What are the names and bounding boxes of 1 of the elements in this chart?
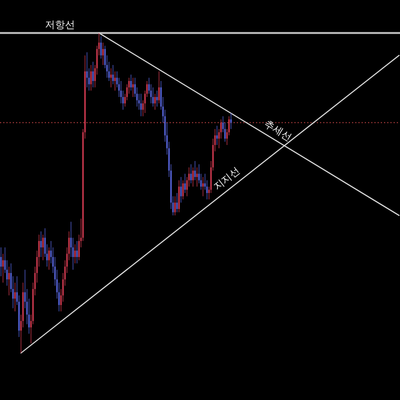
ref-line-label: 저항선 xyxy=(45,20,75,31)
